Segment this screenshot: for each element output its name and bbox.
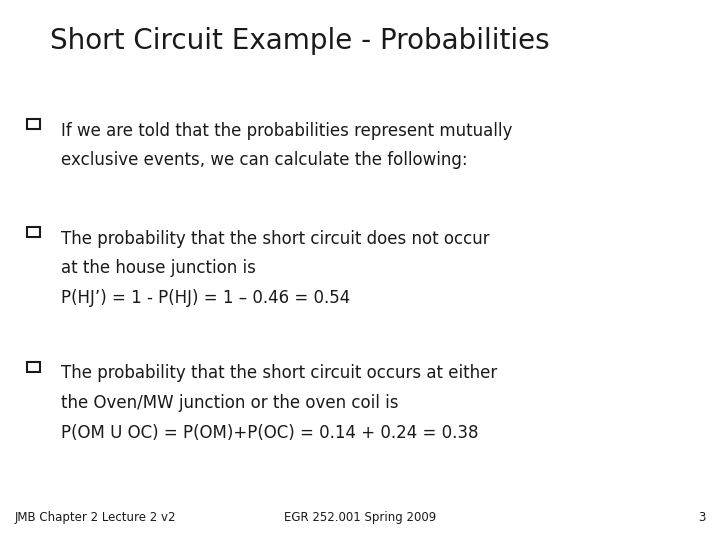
Text: the Oven/MW junction or the oven coil is: the Oven/MW junction or the oven coil is — [61, 394, 399, 412]
Text: P(OM U OC) = P(OM)+P(OC) = 0.14 + 0.24 = 0.38: P(OM U OC) = P(OM)+P(OC) = 0.14 + 0.24 =… — [61, 424, 479, 442]
FancyBboxPatch shape — [27, 227, 40, 237]
Text: exclusive events, we can calculate the following:: exclusive events, we can calculate the f… — [61, 151, 468, 169]
FancyBboxPatch shape — [27, 119, 40, 129]
Text: P(HJ’) = 1 - P(HJ) = 1 – 0.46 = 0.54: P(HJ’) = 1 - P(HJ) = 1 – 0.46 = 0.54 — [61, 289, 351, 307]
Text: If we are told that the probabilities represent mutually: If we are told that the probabilities re… — [61, 122, 513, 139]
Text: at the house junction is: at the house junction is — [61, 259, 256, 277]
FancyBboxPatch shape — [27, 362, 40, 372]
Text: JMB Chapter 2 Lecture 2 v2: JMB Chapter 2 Lecture 2 v2 — [14, 511, 176, 524]
Text: 3: 3 — [698, 511, 706, 524]
Text: The probability that the short circuit occurs at either: The probability that the short circuit o… — [61, 364, 498, 382]
Text: EGR 252.001 Spring 2009: EGR 252.001 Spring 2009 — [284, 511, 436, 524]
Text: The probability that the short circuit does not occur: The probability that the short circuit d… — [61, 230, 490, 247]
Text: Short Circuit Example - Probabilities: Short Circuit Example - Probabilities — [50, 27, 550, 55]
